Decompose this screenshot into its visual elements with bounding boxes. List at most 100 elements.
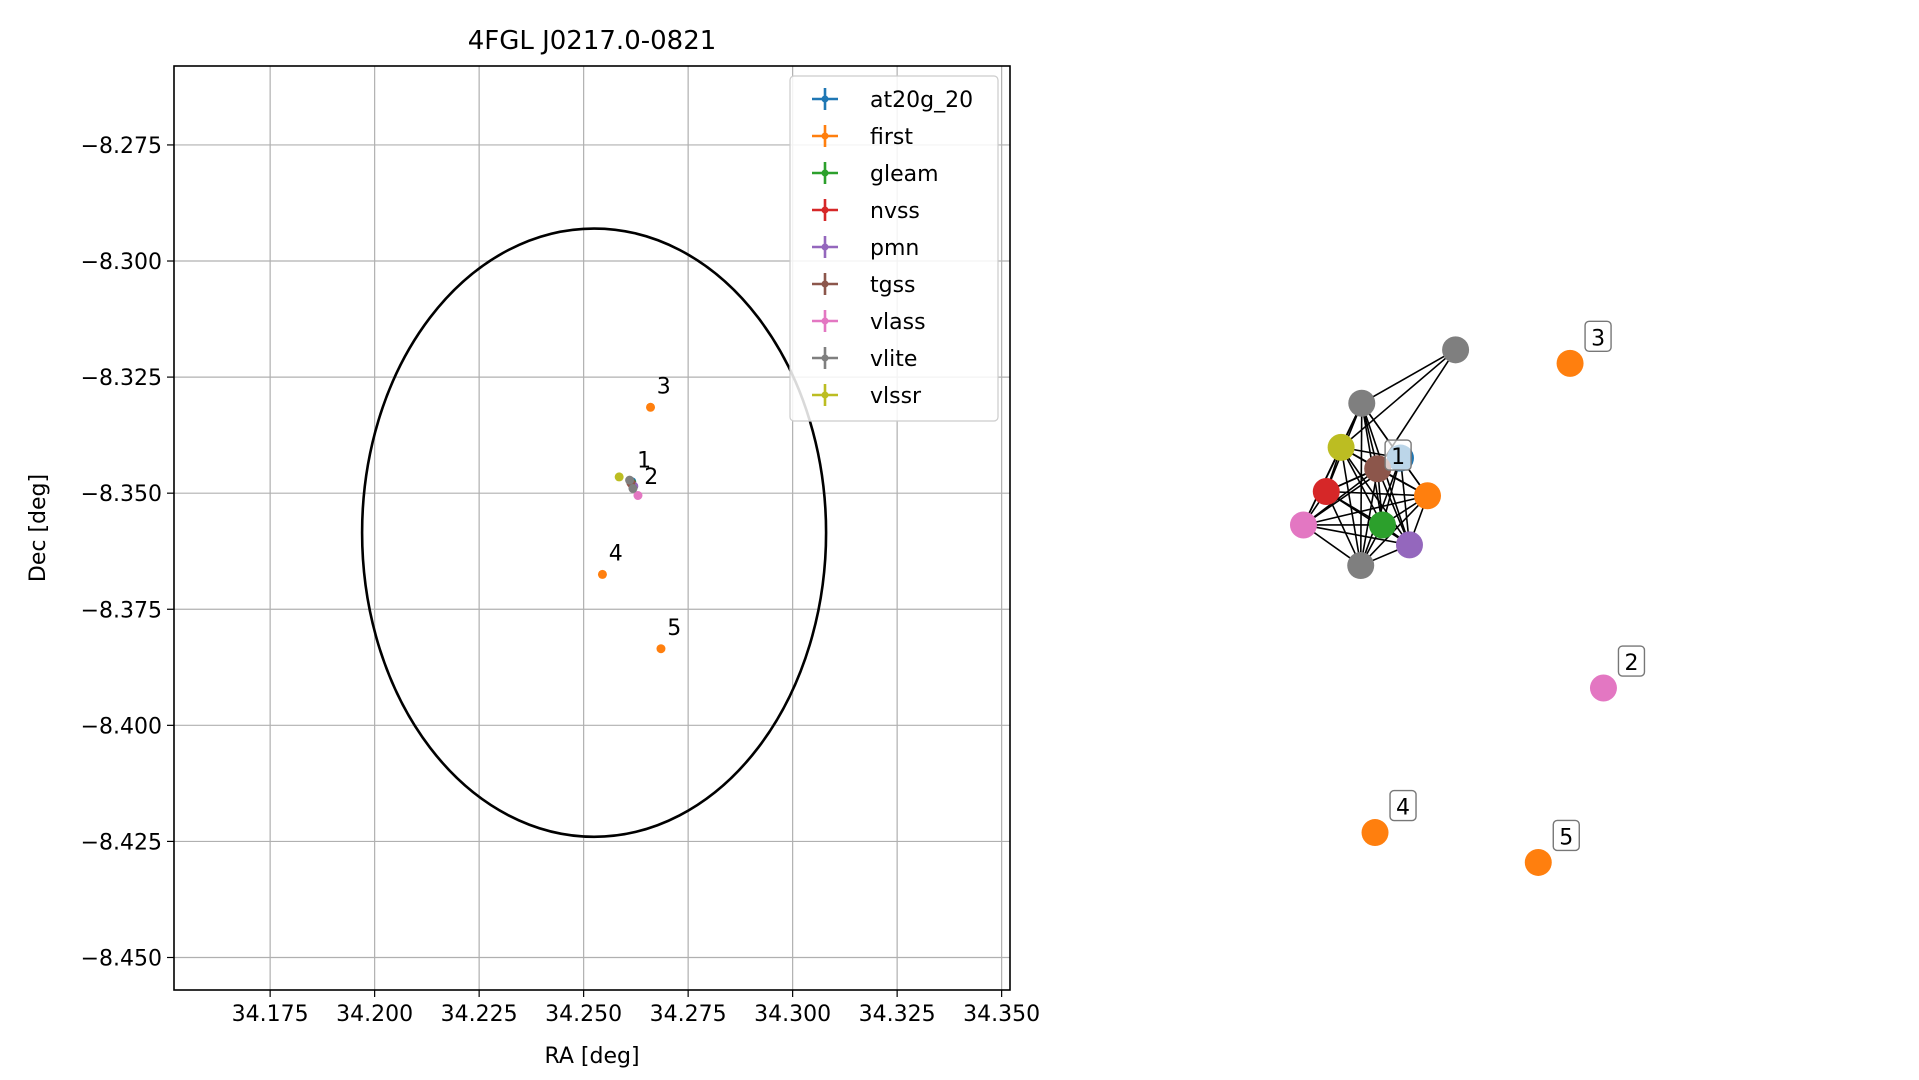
legend-entry-vlass: vlass: [812, 310, 926, 335]
legend-label: at20g_20: [870, 88, 973, 113]
data-point-vlass: [633, 490, 643, 500]
legend-entry-first: first: [812, 125, 913, 150]
y-tick-label: −8.350: [81, 482, 162, 507]
graph-node-label-text: 3: [1591, 326, 1605, 351]
legend-entry-gleam: gleam: [812, 162, 939, 187]
y-tick-label: −8.275: [81, 134, 162, 159]
legend-label: vlite: [870, 347, 917, 372]
graph-node: [1589, 674, 1617, 702]
graph-node-labels-layer: 3 2 4 5 1: [1384, 320, 1646, 852]
legend-label: gleam: [870, 162, 939, 187]
graph-node-label-text: 5: [1559, 825, 1573, 850]
y-tick-label: −8.300: [81, 250, 162, 275]
graph-edge: [1340, 446, 1384, 526]
y-tick-label: −8.375: [81, 598, 162, 623]
legend-entry-tgss: tgss: [812, 273, 916, 298]
legend-marker-dot: [821, 317, 829, 325]
legend-marker-dot: [821, 206, 829, 214]
y-tick-label: −8.325: [81, 366, 162, 391]
legend-marker-dot: [821, 243, 829, 251]
source-points-layer: [597, 402, 666, 654]
graph-node-label-box: [1389, 789, 1417, 822]
x-tick-label: 34.275: [650, 1002, 727, 1027]
graph-node: [1348, 389, 1376, 417]
graph-node-label-box: [1617, 645, 1646, 677]
graph-node: [1289, 511, 1317, 539]
localization-ellipse-layer: [360, 227, 828, 839]
point-annotation: 3: [657, 374, 671, 399]
legend-label: pmn: [870, 236, 919, 261]
left-scatter-plot: 4FGL J0217.0-0821 12 3 4 5 34.175 34.200 34.2…: [26, 26, 1040, 1069]
graph-edge: [1376, 468, 1411, 546]
graph-node-label: 2: [1617, 645, 1646, 677]
graph-node-label-text: 2: [1624, 651, 1638, 676]
x-tick-label: 34.175: [232, 1002, 309, 1027]
plot-frame: [173, 65, 1011, 991]
data-point-vlite: [628, 484, 638, 494]
point-annotation: 1: [637, 449, 651, 474]
point-annotation: 4: [609, 542, 623, 567]
x-axis-ticks: 34.175 34.200 34.225 34.250 34.275 34.300 34.3…: [232, 990, 1040, 1027]
graph-node-label-box: [1552, 819, 1580, 852]
x-tick-label: 34.250: [545, 1002, 622, 1027]
graph-node: [1414, 482, 1441, 510]
legend-entry-vlssr: vlssr: [812, 384, 922, 409]
right-network-graph: 3 2 4 5 1: [1289, 320, 1646, 876]
legend-marker-dot: [821, 280, 829, 288]
graph-node: [1312, 478, 1340, 506]
graph-edge: [1325, 491, 1362, 566]
y-axis-ticks: −8.275 −8.300 −8.325 −8.350 −8.375 −8.400 −8.4…: [81, 134, 174, 971]
graph-node: [1524, 848, 1552, 876]
graph-node: [1368, 511, 1396, 539]
legend-label: first: [870, 125, 913, 150]
x-tick-label: 34.325: [859, 1002, 936, 1027]
legend-marker-dot: [821, 132, 829, 140]
x-tick-label: 34.300: [754, 1002, 831, 1027]
graph-edge: [1303, 494, 1428, 526]
graph-edge: [1303, 524, 1410, 546]
legend-label: tgss: [870, 273, 916, 298]
legend-entry-pmn: pmn: [812, 236, 919, 261]
legend-label: nvss: [870, 199, 920, 224]
graph-node-label-text: 4: [1396, 796, 1410, 821]
graph-edge: [1340, 349, 1457, 448]
point-annotation: 2: [644, 465, 658, 490]
graph-node: [1442, 336, 1470, 364]
graph-node-label-box: [1384, 439, 1412, 471]
point-annotation: 5: [667, 616, 681, 641]
graph-node: [1556, 349, 1584, 377]
graph-edge: [1361, 349, 1456, 404]
legend-marker-dot: [821, 95, 829, 103]
graph-node-label: 3: [1584, 320, 1612, 353]
chart-title: 4FGL J0217.0-0821: [468, 26, 717, 56]
graph-edge: [1325, 490, 1410, 546]
graph-nodes-layer: [1289, 336, 1617, 876]
legend-marker-dot: [821, 391, 829, 399]
y-tick-label: −8.425: [81, 830, 162, 855]
y-axis-label: Dec [deg]: [26, 474, 51, 582]
y-tick-label: −8.400: [81, 714, 162, 739]
graph-node-label-text: 1: [1391, 445, 1405, 470]
y-tick-label: −8.450: [81, 946, 162, 971]
data-point-vlssr: [614, 472, 624, 482]
data-point-vlite: [625, 475, 635, 485]
graph-node: [1327, 433, 1355, 461]
legend-entry-nvss: nvss: [812, 199, 920, 224]
legend-entry-vlite: vlite: [812, 347, 917, 372]
x-axis-label: RA [deg]: [544, 1044, 639, 1069]
graph-node: [1361, 819, 1389, 847]
x-tick-label: 34.350: [963, 1002, 1040, 1027]
x-tick-label: 34.225: [441, 1002, 518, 1027]
data-point-first: [646, 402, 656, 412]
x-tick-label: 34.200: [336, 1002, 413, 1027]
legend-marker-dot: [821, 354, 829, 362]
localization-ellipse: [360, 227, 828, 839]
legend-marker-dot: [821, 169, 829, 177]
graph-node-label: 1: [1384, 439, 1412, 471]
graph-node: [1395, 531, 1423, 559]
data-point-first: [597, 569, 607, 579]
legend-label: vlass: [870, 310, 926, 335]
legend-entry-at20g_20: at20g_20: [812, 88, 973, 113]
